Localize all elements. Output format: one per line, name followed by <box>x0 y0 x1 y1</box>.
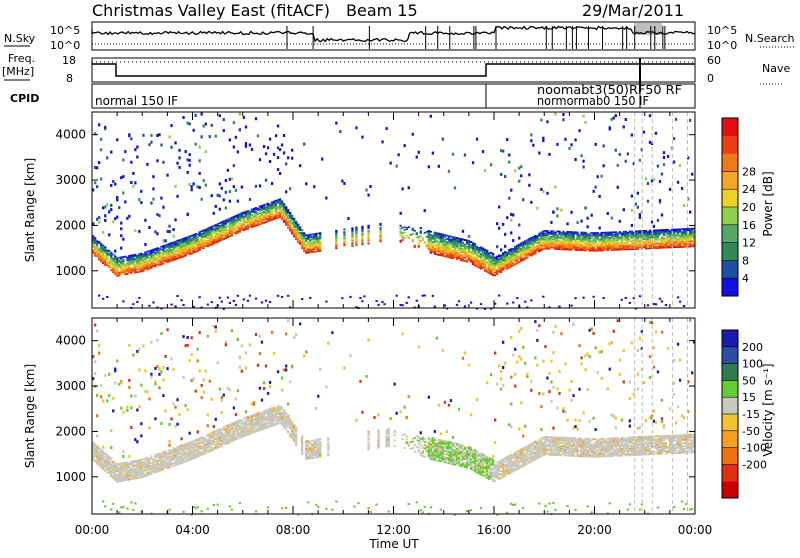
colorbar-swatch <box>722 243 738 261</box>
power-colorbar: 4 8 12 16 20 24 28 <box>722 118 756 296</box>
cpid-panel: CPID normal 150 IF noomabt3(50)RF50 RF n… <box>10 83 695 108</box>
colorbar-swatch <box>722 225 738 243</box>
velocity-panel: 1000 2000 3000 4000 00:00 04:00 08:00 12:00 16:0… <box>23 318 712 551</box>
colorbar-swatch <box>722 464 738 481</box>
y-tick-label: 1000 <box>55 264 86 278</box>
colorbar-swatch <box>722 189 738 207</box>
colorbar-tick-label: 50 <box>742 374 756 387</box>
colorbar-swatch <box>722 448 738 465</box>
x-tick-label: 12:00 <box>376 523 411 537</box>
y-tick-label: 1000 <box>55 470 86 484</box>
freq-label-1: Freq. <box>8 52 35 65</box>
x-tick-label: 20:00 <box>577 523 612 537</box>
colorbar-tick-label: 12 <box>742 237 756 250</box>
nave-tick-bottom: 0 <box>707 72 714 85</box>
x-tick-label: 16:00 <box>477 523 512 537</box>
y-tick-label: 2000 <box>55 218 86 232</box>
colorbar-swatch <box>722 364 738 381</box>
colorbar-swatch <box>722 380 738 397</box>
colorbar-tick-label: 16 <box>742 219 756 232</box>
nsearch-tick-bottom: 10^0 <box>707 39 737 52</box>
colorbar-swatch <box>722 118 738 136</box>
y-tick-label: 3000 <box>55 173 86 187</box>
power-ylabel: Slant Range [km] <box>23 158 37 262</box>
colorbar-tick-label: 100 <box>742 358 763 371</box>
colorbar-swatch <box>722 260 738 278</box>
colorbar-swatch <box>722 431 738 448</box>
colorbar-swatch <box>722 414 738 431</box>
colorbar-swatch <box>722 136 738 154</box>
nsky-panel: N.Sky 10^5 10^0 10^5 10^0 N.Search <box>4 22 796 52</box>
colorbar-tick-label: 24 <box>742 183 756 196</box>
y-tick-label: 4000 <box>55 128 86 142</box>
power-panel: 1000 2000 3000 4000 Slant Range [km] <box>23 112 695 310</box>
colorbar-tick-label: 15 <box>742 391 756 404</box>
colorbar-tick-label: 8 <box>742 254 749 267</box>
nsky-tick-top: 10^5 <box>50 24 80 37</box>
cpid-segment-3: normormab0 150 IF <box>537 94 649 108</box>
time-xlabel: Time UT <box>368 537 419 551</box>
freq-tick-top: 18 <box>62 54 76 67</box>
cpid-label: CPID <box>10 92 39 105</box>
colorbar-swatch <box>722 347 738 364</box>
nsearch-label: N.Search <box>745 32 795 45</box>
nave-label: Nave <box>762 62 790 75</box>
power-colorbar-label: Power [dB] <box>761 171 775 236</box>
colorbar-tick-label: -15 <box>742 408 760 421</box>
colorbar-swatch <box>722 154 738 172</box>
beam-label: Beam 15 <box>346 1 418 20</box>
freq-label-2: [MHz] <box>2 65 34 78</box>
colorbar-swatch <box>722 207 738 225</box>
colorbar-tick-label: 28 <box>742 165 756 178</box>
velocity-ylabel: Slant Range [km] <box>23 364 37 468</box>
y-tick-label: 4000 <box>55 334 86 348</box>
colorbar-swatch <box>722 481 738 498</box>
velocity-colorbar-label: Velocity [m s⁻¹] <box>761 363 775 456</box>
x-tick-label: 00:00 <box>678 523 713 537</box>
colorbar-swatch <box>722 278 738 296</box>
colorbar-tick-label: -200 <box>742 458 767 471</box>
colorbar-tick-label: 20 <box>742 201 756 214</box>
cpid-segment-1: normal 150 IF <box>95 94 178 108</box>
nave-tick-top: 60 <box>707 54 721 67</box>
colorbar-tick-label: 200 <box>742 341 763 354</box>
colorbar-swatch <box>722 171 738 189</box>
colorbar-swatch <box>722 397 738 414</box>
colorbar-tick-label: -50 <box>742 425 760 438</box>
nsearch-tick-top: 10^5 <box>707 24 737 37</box>
nsky-tick-bottom: 10^0 <box>50 39 80 52</box>
nsky-label: N.Sky <box>4 32 36 45</box>
date-label: 29/Mar/2011 <box>582 1 684 20</box>
x-tick-label: 08:00 <box>276 523 311 537</box>
x-tick-label: 04:00 <box>175 523 210 537</box>
freq-tick-bottom: 8 <box>66 72 73 85</box>
x-tick-label: 00:00 <box>75 523 110 537</box>
station-title: Christmas Valley East (fitACF) <box>92 1 330 20</box>
y-tick-label: 2000 <box>55 424 86 438</box>
y-tick-label: 3000 <box>55 379 86 393</box>
colorbar-tick-label: 4 <box>742 272 749 285</box>
colorbar-swatch <box>722 330 738 347</box>
